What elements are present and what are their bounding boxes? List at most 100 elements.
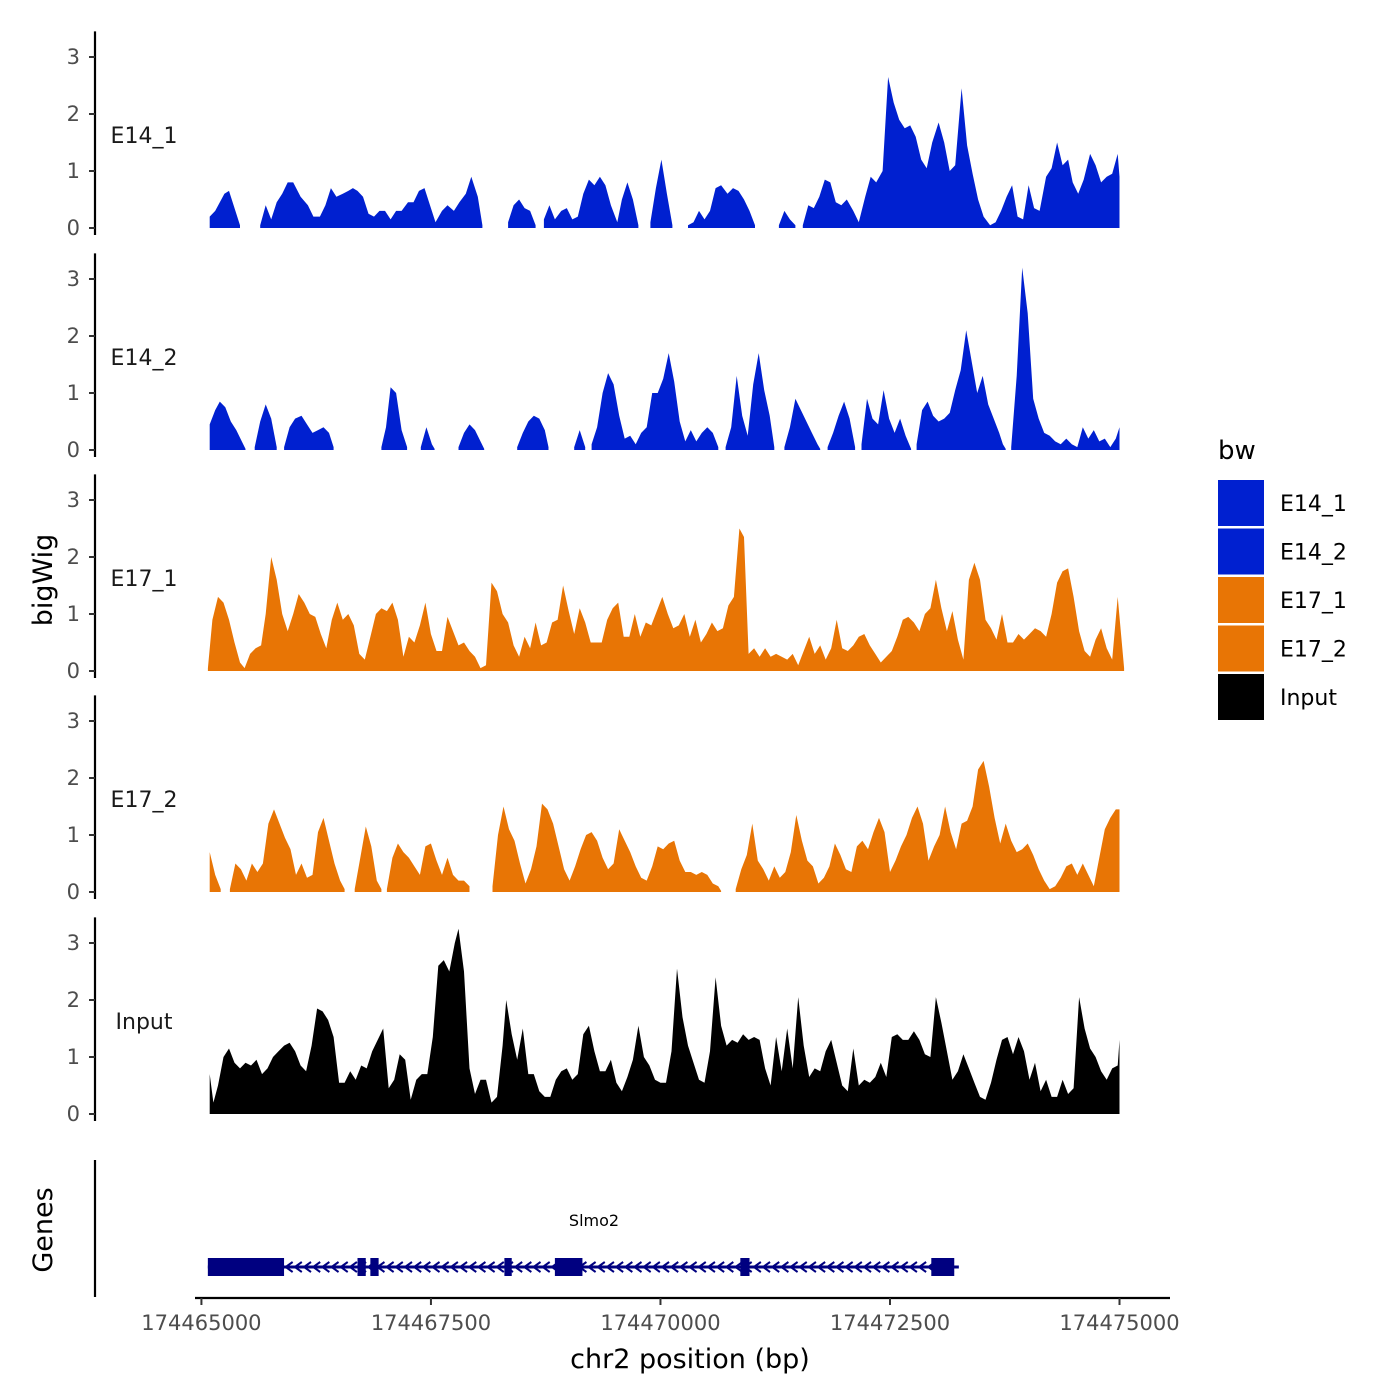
coverage-area-E14_2 [827, 401, 856, 450]
coverage-area-E14_2 [1011, 267, 1120, 450]
strand-arrow [458, 1261, 468, 1273]
coverage-area-E17_2 [492, 803, 722, 892]
y-tick-label: 3 [67, 267, 80, 291]
y-tick-label: 0 [67, 438, 80, 462]
strand-arrow [522, 1261, 532, 1273]
coverage-area-E14_1 [778, 210, 796, 228]
strand-arrow [531, 1261, 542, 1273]
strand-arrow [302, 1261, 312, 1273]
strand-arrow [311, 1261, 321, 1273]
strand-arrow [430, 1261, 441, 1273]
strand-arrow [687, 1261, 698, 1273]
gene-exon [357, 1258, 366, 1276]
strand-arrow [843, 1261, 854, 1273]
strand-arrow [871, 1261, 881, 1273]
coverage-area-E14_2 [784, 398, 821, 450]
strand-arrow [540, 1261, 551, 1273]
strand-arrow [339, 1261, 349, 1273]
track-label-E14_2: E14_2 [111, 346, 178, 371]
strand-arrow [467, 1261, 477, 1273]
strand-arrow [283, 1261, 294, 1273]
strand-arrow [614, 1261, 624, 1273]
y-tick-label: 2 [67, 988, 80, 1012]
strand-arrow [770, 1261, 780, 1273]
strand-arrow [586, 1261, 597, 1273]
coverage-area-E14_1 [802, 77, 1120, 228]
y-tick-label: 3 [67, 45, 80, 69]
strand-arrow [320, 1261, 330, 1273]
strand-arrow [779, 1261, 789, 1273]
y-tick-label: 2 [67, 102, 80, 126]
strand-arrow [917, 1261, 927, 1273]
gene-exon [207, 1258, 285, 1276]
gene-exon [504, 1258, 512, 1276]
track-label-E17_2: E17_2 [111, 788, 178, 813]
y-tick-label: 1 [67, 381, 80, 405]
coverage-tracks: 0 1 2 3 E14_1 0 1 2 3 E14_2 0 1 2 3 E17_1 0 1 2 3 E17_2 0 1 2 3… [67, 31, 1125, 1126]
coverage-area-E14_1 [260, 176, 483, 228]
coverage-area-E14_2 [458, 424, 485, 450]
coverage-area-E14_1 [688, 185, 755, 228]
coverage-area-E14_1 [543, 176, 639, 228]
strand-arrow [715, 1261, 725, 1273]
coverage-area-E14_1 [508, 199, 536, 228]
strand-arrow [678, 1261, 688, 1273]
strand-arrow [293, 1261, 303, 1273]
y-tick-label: 0 [67, 1102, 80, 1126]
strand-arrow [439, 1261, 450, 1273]
coverage-area-E14_2 [574, 430, 586, 450]
y-tick-label: 0 [67, 216, 80, 240]
gene-name-label: Slmo2 [569, 1211, 619, 1230]
legend-title: bw [1218, 436, 1256, 466]
strand-arrow [394, 1261, 404, 1273]
legend-swatch-E14_2 [1218, 528, 1264, 575]
strand-arrow [899, 1261, 909, 1273]
track-label-Input: Input [116, 1010, 173, 1035]
strand-arrow [449, 1261, 459, 1273]
coverage-area-E14_2 [209, 401, 246, 450]
coverage-area-E14_2 [420, 427, 435, 450]
coverage-area-E17_2 [229, 809, 345, 892]
legend-label-Input: Input [1280, 686, 1337, 711]
genes-track-label: Genes [28, 1187, 59, 1272]
strand-arrow [798, 1261, 808, 1273]
strand-arrow [348, 1261, 358, 1273]
y-tick-label: 0 [67, 659, 80, 683]
gene-exon [740, 1258, 750, 1276]
strand-arrow [632, 1261, 643, 1273]
strand-arrow [706, 1261, 716, 1273]
y-tick-label: 1 [67, 1045, 80, 1069]
coverage-area-E14_2 [254, 404, 277, 450]
strand-arrow [513, 1261, 523, 1273]
strand-arrow [807, 1261, 817, 1273]
genes-track: Genes Slmo2 [28, 1160, 959, 1297]
x-axis: 174465000 174467500 174470000 174472500 1744… [141, 1296, 1180, 1335]
coverage-area-Input [209, 928, 1120, 1114]
coverage-area-E14_2 [284, 415, 334, 450]
track-label-E17_1: E17_1 [111, 567, 178, 592]
y-tick-label: 1 [67, 823, 80, 847]
legend-swatch-E14_1 [1218, 480, 1264, 526]
strand-arrow [660, 1261, 670, 1273]
strand-arrow [605, 1261, 615, 1273]
coverage-area-E14_2 [381, 387, 408, 450]
gene-exon [370, 1258, 379, 1276]
strand-arrow [733, 1261, 744, 1273]
legend-label-E17_2: E17_2 [1280, 638, 1347, 663]
legend-label-E14_2: E14_2 [1280, 541, 1347, 566]
y-tick-label: 3 [67, 709, 80, 733]
x-axis-title: chr2 position (bp) [570, 1344, 810, 1375]
y-axis-title: bigWig [28, 534, 59, 627]
track-E17_1: 0 1 2 3 E17_1 [67, 474, 1125, 683]
strand-arrow [788, 1261, 799, 1273]
gene-exon [931, 1258, 955, 1276]
x-tick-label: 174470000 [600, 1311, 720, 1335]
strand-arrow [403, 1261, 413, 1273]
strand-arrow [697, 1261, 707, 1273]
coverage-area-E17_2 [386, 843, 470, 892]
coverage-area-E14_2 [861, 390, 912, 450]
strand-arrow [853, 1261, 863, 1273]
strand-arrow [761, 1261, 771, 1273]
strand-arrow [834, 1261, 845, 1273]
